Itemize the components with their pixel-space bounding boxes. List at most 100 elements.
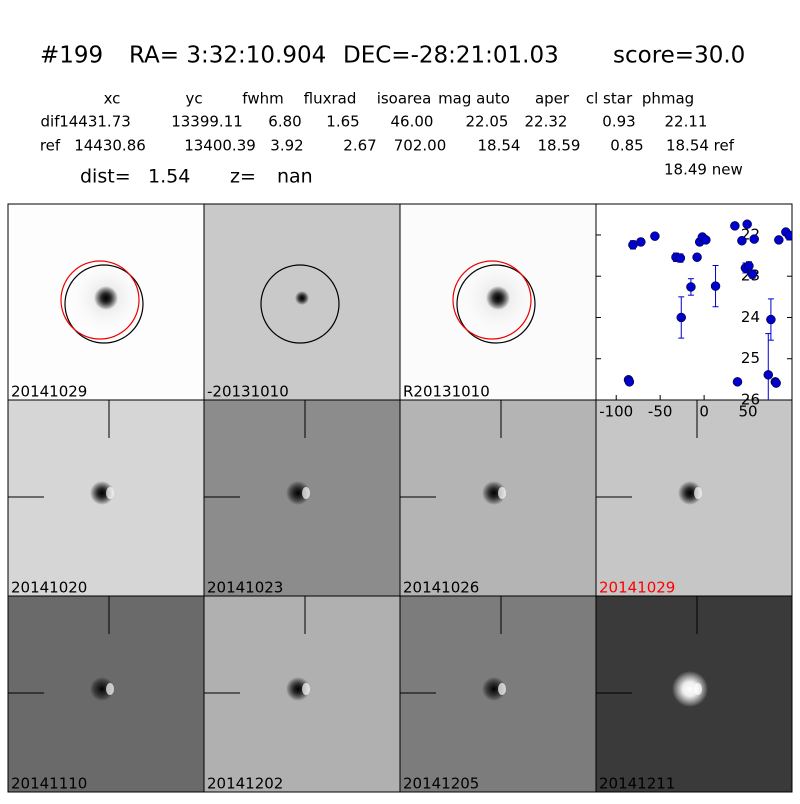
data-point: [784, 231, 792, 241]
column-header: phmag: [642, 90, 694, 108]
data-point: [763, 370, 774, 380]
y-tick-label: 26: [741, 391, 760, 409]
residual: [106, 683, 114, 695]
data-point: [686, 282, 696, 292]
source-blob: [678, 481, 702, 505]
aperture: [456, 264, 536, 344]
new-mag: 18.49 new: [664, 161, 743, 179]
table-cell: 2.67: [343, 137, 376, 155]
data-point: [650, 231, 660, 241]
stamp-date: 20141026: [403, 579, 479, 597]
table-cell: 702.00: [394, 137, 447, 155]
table-cell: 13400.39: [184, 137, 256, 155]
table-cell: 46.00: [391, 113, 434, 131]
source-blob: [486, 286, 510, 310]
data-point: [675, 253, 686, 263]
z-label: z=: [230, 166, 256, 188]
source-blob: [295, 291, 309, 305]
aperture: [260, 264, 340, 344]
data-point: [701, 235, 711, 245]
table-cell: 3.92: [270, 137, 303, 155]
data-points: [623, 219, 792, 400]
x-tick-label: 0: [699, 403, 709, 421]
aperture-ref: [452, 260, 532, 340]
data-point: [749, 234, 759, 244]
row-label: ref: [40, 137, 61, 155]
stamp-date: -20131010: [207, 383, 289, 401]
dist-label: dist=: [80, 166, 131, 188]
aperture: [64, 264, 144, 344]
residual: [694, 683, 702, 695]
residual: [302, 487, 310, 499]
data-point: [730, 221, 740, 231]
source-blob: [94, 286, 118, 310]
table-cell: 14431.73: [59, 113, 131, 131]
column-header: fwhm: [242, 90, 283, 108]
table-cell: 18.54: [478, 137, 521, 155]
x-tick-label: -50: [648, 403, 673, 421]
source-blob: [90, 481, 114, 505]
table-cell: 18.59: [538, 137, 581, 155]
column-header: fluxrad: [304, 90, 357, 108]
table-cell: 18.54 ref: [666, 137, 735, 155]
stamp-date: 20141211: [599, 775, 675, 793]
data-point: [692, 252, 702, 262]
column-header: isoarea: [377, 90, 432, 108]
data-point: [624, 377, 635, 387]
data-point: [710, 281, 721, 291]
data-point: [766, 314, 776, 325]
table-cell: 14430.86: [74, 137, 146, 155]
stamp-date: 20141029: [599, 579, 675, 597]
data-point: [628, 240, 638, 250]
residual: [498, 683, 506, 695]
row-label: dif: [41, 113, 61, 131]
column-header: aper: [535, 90, 570, 108]
stamp-date: 20141020: [11, 579, 87, 597]
data-point: [771, 378, 781, 388]
x-tick-label: 50: [739, 403, 758, 421]
panels: 20141029 -20131010 R20131010 20141020 201410…: [7, 203, 793, 793]
residual: [106, 487, 114, 499]
source-blob: [482, 481, 506, 505]
table-cell: 22.11: [665, 113, 708, 131]
aperture-ref: [60, 260, 140, 340]
ra: RA= 3:32:10.904: [129, 43, 326, 69]
stamp-date: 20141023: [207, 579, 283, 597]
stamp-date: 20141205: [403, 775, 479, 793]
stamp-date: 20141202: [207, 775, 283, 793]
source-blob: [482, 677, 506, 701]
source-blob: [90, 677, 114, 701]
data-point: [747, 269, 758, 279]
x-tick-label: -100: [599, 403, 633, 421]
data-point: [676, 312, 687, 323]
column-header: cl star: [586, 90, 633, 108]
residual: [302, 683, 310, 695]
stamp-date: R20131010: [403, 383, 490, 401]
table-cell: 13399.11: [171, 113, 243, 131]
column-header: yc: [185, 90, 202, 108]
table-cell: 1.65: [326, 113, 359, 131]
source-blob: [672, 671, 708, 707]
score: score=30.0: [613, 43, 745, 69]
data-point: [774, 235, 784, 245]
y-tick-label: 24: [741, 308, 760, 326]
dist-value: 1.54: [148, 166, 190, 188]
dec: DEC=-28:21:01.03: [343, 43, 559, 69]
data-point: [737, 235, 747, 246]
residual: [498, 487, 506, 499]
table-cell: 22.05: [466, 113, 509, 131]
data-point: [636, 237, 646, 247]
table-cell: 6.80: [268, 113, 301, 131]
z-value: nan: [277, 166, 313, 188]
stamp-date: 20141029: [11, 383, 87, 401]
source-blob: [286, 677, 310, 701]
candidate-id: #199: [40, 43, 103, 69]
table-cell: 0.93: [602, 113, 635, 131]
data-point: [732, 377, 743, 387]
y-tick-label: 25: [741, 349, 760, 367]
table-cell: 22.32: [525, 113, 568, 131]
source-blob: [286, 481, 310, 505]
data-point: [742, 219, 752, 229]
